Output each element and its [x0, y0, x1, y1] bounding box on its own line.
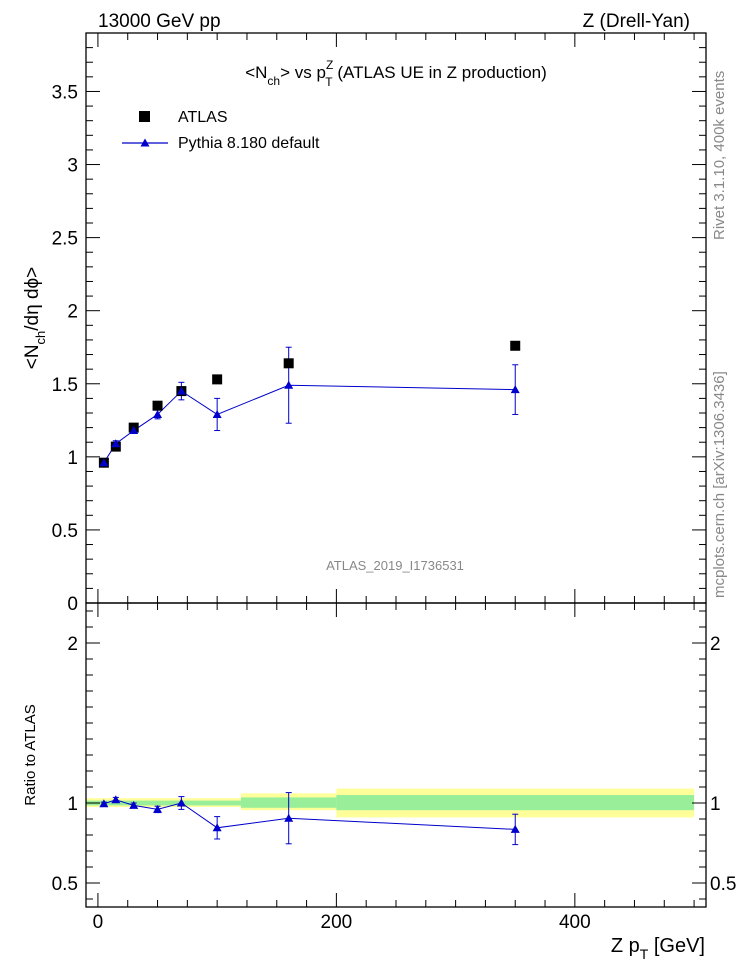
ratio-point — [111, 795, 121, 804]
main-ytick-label: 2 — [67, 302, 78, 323]
pythia-point — [176, 386, 186, 395]
ratio-ytick-label-right: 2 — [710, 634, 721, 655]
ratio-ytick-label-left: 1 — [67, 794, 78, 815]
atlas-point — [152, 400, 163, 411]
ratio-content — [86, 788, 695, 846]
pythia-point — [111, 439, 121, 448]
main-ytick-label: 1.5 — [52, 375, 78, 396]
ratio-ticks: 0.5 0.5 1 1 2 2 0 200 400 — [52, 603, 736, 933]
pythia-point — [153, 409, 163, 418]
header-right: Z (Drell-Yan) — [583, 11, 690, 32]
main-ytick-label: 3.5 — [52, 82, 78, 103]
main-ytick-label: 1 — [67, 448, 78, 469]
main-ytick-label: 0 — [67, 594, 78, 615]
pythia-line — [103, 384, 516, 463]
ratio-ytick-label-left: 0.5 — [52, 874, 78, 895]
pythia-point — [212, 409, 222, 418]
pythia-point — [284, 380, 294, 389]
atlas-point — [510, 340, 521, 351]
main-ylabel: <Nch/dη dϕ> — [22, 267, 48, 370]
ratio-point — [99, 799, 109, 808]
ratio-point — [153, 804, 163, 813]
ratio-ytick-label-left: 2 — [67, 634, 78, 655]
main-content — [98, 340, 521, 468]
ratio-ytick-label-right: 0.5 — [710, 874, 736, 895]
x-axis-label: Z pT [GeV] — [611, 935, 705, 962]
uncertainty-band-inner — [86, 800, 241, 806]
chart-title: <Nch> vs pZ T (ATLAS UE in Z production) — [245, 58, 547, 89]
rivet-label: Rivet 3.1.10, 400k events — [711, 71, 728, 240]
xtick-label: 200 — [321, 912, 353, 933]
atlas-point — [212, 374, 223, 385]
ratio-point — [129, 800, 139, 809]
ratio-point — [176, 798, 186, 807]
mcplots-label: mcplots.cern.ch [arXiv:1306.3436] — [711, 371, 728, 598]
xtick-label: 400 — [559, 912, 591, 933]
ratio-frame — [85, 602, 707, 908]
main-panel: 0 0.5 1 1.5 2 2.5 3 3.5 <Nch> vs pZ T (ATLAS UE … — [22, 32, 707, 615]
pythia-point — [129, 426, 139, 435]
ratio-ytick-label-right: 1 — [710, 794, 721, 815]
atlas-point — [283, 358, 294, 369]
header-left: 13000 GeV pp — [98, 11, 221, 32]
ratio-panel: 0.5 0.5 1 1 2 2 0 200 400 Ratio to ATLAS Z pT [G… — [22, 602, 736, 962]
pythia-point — [99, 458, 109, 467]
xtick-label: 0 — [93, 912, 104, 933]
main-ytick-label: 2.5 — [52, 229, 78, 250]
uncertainty-band-inner — [336, 795, 695, 811]
ratio-point — [212, 823, 222, 832]
ratio-point — [284, 813, 294, 822]
legend: ATLAS Pythia 8.180 default — [122, 109, 320, 152]
ratio-point — [510, 824, 520, 833]
legend-atlas-marker — [139, 111, 150, 122]
legend-atlas-label: ATLAS — [178, 109, 228, 126]
legend-pythia-marker — [140, 138, 150, 147]
ratio-ylabel: Ratio to ATLAS — [22, 704, 39, 805]
main-ytick-label: 3 — [67, 156, 78, 177]
main-ticks: 0 0.5 1 1.5 2 2.5 3 3.5 — [52, 33, 706, 615]
analysis-watermark: ATLAS_2019_I1736531 — [326, 558, 464, 573]
main-ytick-label: 0.5 — [52, 521, 78, 542]
legend-pythia-label: Pythia 8.180 default — [178, 135, 320, 152]
pythia-point — [510, 385, 520, 394]
